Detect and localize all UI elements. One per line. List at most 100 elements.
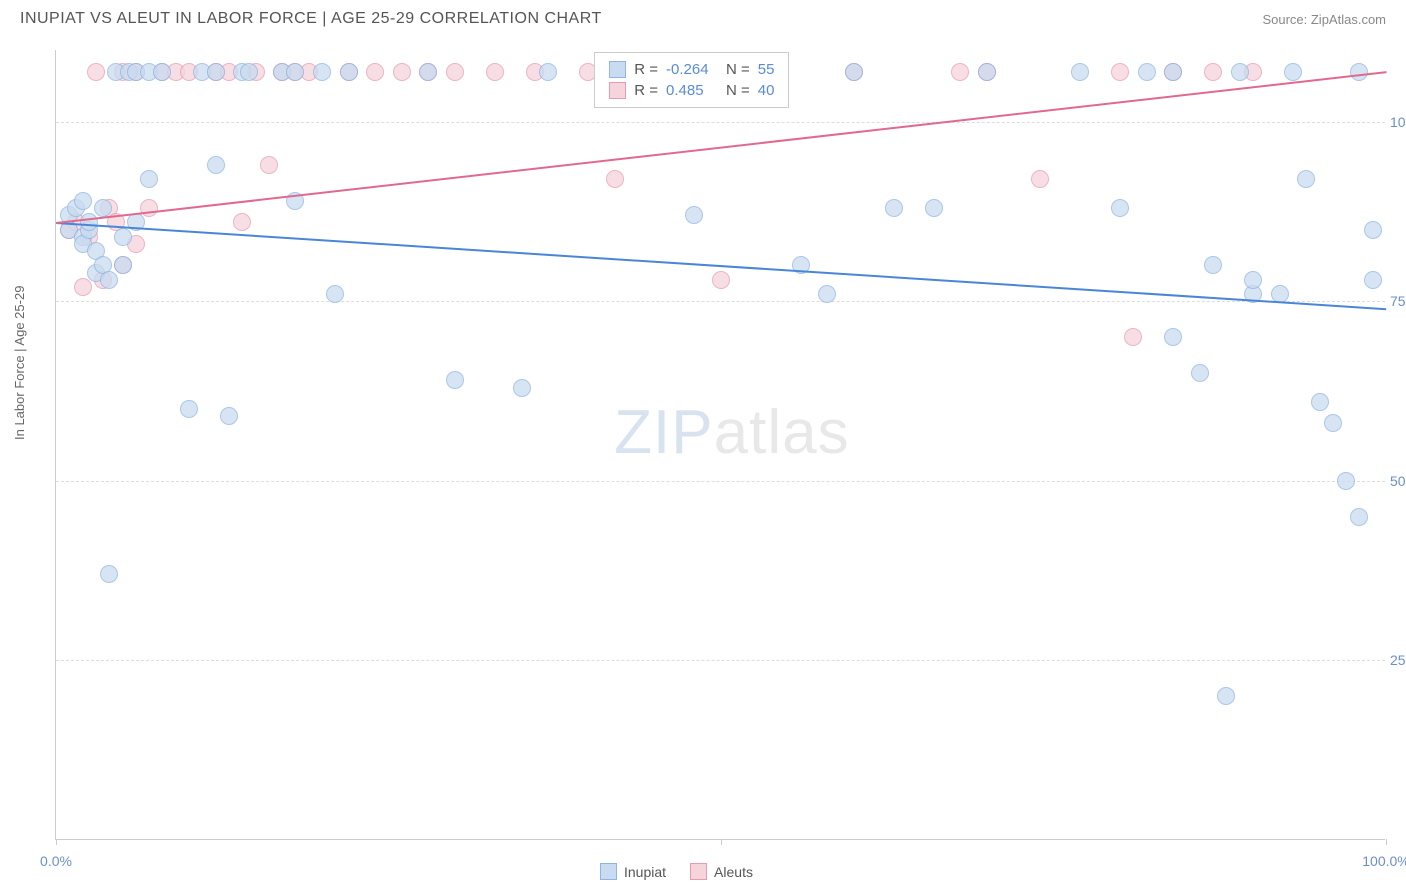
- scatter-point: [1297, 170, 1315, 188]
- scatter-point: [845, 63, 863, 81]
- scatter-point: [1324, 414, 1342, 432]
- x-tick-mark: [56, 839, 57, 845]
- y-axis-label: In Labor Force | Age 25-29: [12, 286, 27, 440]
- stats-row: R = -0.264 N = 55: [609, 59, 774, 80]
- source-attribution: Source: ZipAtlas.com: [1262, 12, 1386, 27]
- scatter-point: [74, 192, 92, 210]
- scatter-point: [1164, 328, 1182, 346]
- scatter-point: [1071, 63, 1089, 81]
- n-label: N =: [726, 82, 750, 99]
- trend-line: [56, 222, 1386, 310]
- scatter-point: [606, 170, 624, 188]
- scatter-point: [1204, 256, 1222, 274]
- n-value: 40: [758, 82, 775, 99]
- y-tick-label: 100.0%: [1390, 114, 1406, 130]
- legend-item: Inupiat: [600, 863, 666, 880]
- x-tick-mark: [1386, 839, 1387, 845]
- correlation-stats-box: R = -0.264 N = 55 R = 0.485 N = 40: [594, 52, 789, 108]
- scatter-point: [80, 213, 98, 231]
- gridline: [56, 481, 1385, 482]
- n-value: 55: [758, 61, 775, 78]
- scatter-point: [207, 63, 225, 81]
- scatter-point: [87, 63, 105, 81]
- scatter-point: [94, 199, 112, 217]
- scatter-point: [1217, 687, 1235, 705]
- watermark-zip: ZIP: [614, 398, 713, 467]
- legend-swatch: [600, 863, 617, 880]
- x-tick-label: 0.0%: [40, 853, 72, 869]
- series-swatch: [609, 82, 626, 99]
- x-tick-label: 100.0%: [1362, 853, 1406, 869]
- scatter-point: [513, 379, 531, 397]
- scatter-point: [74, 278, 92, 296]
- scatter-point: [233, 213, 251, 231]
- r-value: -0.264: [666, 61, 718, 78]
- scatter-point: [220, 407, 238, 425]
- chart-title: INUPIAT VS ALEUT IN LABOR FORCE | AGE 25…: [20, 10, 602, 28]
- scatter-point: [100, 565, 118, 583]
- scatter-point: [260, 156, 278, 174]
- scatter-point: [446, 371, 464, 389]
- legend-item: Aleuts: [690, 863, 753, 880]
- y-tick-label: 25.0%: [1390, 652, 1406, 668]
- scatter-point: [1337, 472, 1355, 490]
- scatter-point: [1284, 63, 1302, 81]
- n-label: N =: [726, 61, 750, 78]
- scatter-point: [539, 63, 557, 81]
- scatter-point: [366, 63, 384, 81]
- scatter-point: [114, 256, 132, 274]
- scatter-point: [1311, 393, 1329, 411]
- scatter-chart: ZIPatlas 25.0%50.0%75.0%100.0%0.0%100.0%…: [55, 50, 1385, 840]
- scatter-point: [313, 63, 331, 81]
- scatter-point: [1204, 63, 1222, 81]
- scatter-point: [1124, 328, 1142, 346]
- scatter-point: [393, 63, 411, 81]
- legend-swatch: [690, 863, 707, 880]
- scatter-point: [1138, 63, 1156, 81]
- scatter-point: [1231, 63, 1249, 81]
- scatter-point: [1350, 508, 1368, 526]
- gridline: [56, 660, 1385, 661]
- scatter-point: [818, 285, 836, 303]
- scatter-point: [286, 63, 304, 81]
- scatter-point: [951, 63, 969, 81]
- watermark: ZIPatlas: [614, 397, 849, 468]
- scatter-point: [1111, 199, 1129, 217]
- chart-legend: Inupiat Aleuts: [600, 863, 753, 880]
- chart-header: INUPIAT VS ALEUT IN LABOR FORCE | AGE 25…: [0, 0, 1406, 36]
- r-label: R =: [634, 61, 658, 78]
- scatter-point: [1111, 63, 1129, 81]
- scatter-point: [140, 170, 158, 188]
- gridline: [56, 301, 1385, 302]
- scatter-point: [978, 63, 996, 81]
- x-tick-mark: [721, 839, 722, 845]
- legend-label: Aleuts: [714, 864, 753, 880]
- scatter-point: [1164, 63, 1182, 81]
- scatter-point: [446, 63, 464, 81]
- scatter-point: [326, 285, 344, 303]
- legend-label: Inupiat: [624, 864, 666, 880]
- scatter-point: [486, 63, 504, 81]
- scatter-point: [1244, 271, 1262, 289]
- r-value: 0.485: [666, 82, 718, 99]
- scatter-point: [100, 271, 118, 289]
- series-swatch: [609, 61, 626, 78]
- scatter-point: [712, 271, 730, 289]
- r-label: R =: [634, 82, 658, 99]
- scatter-point: [207, 156, 225, 174]
- scatter-point: [180, 400, 198, 418]
- scatter-point: [685, 206, 703, 224]
- scatter-point: [114, 228, 132, 246]
- watermark-atlas: atlas: [714, 398, 850, 467]
- scatter-point: [1031, 170, 1049, 188]
- scatter-point: [925, 199, 943, 217]
- stats-row: R = 0.485 N = 40: [609, 80, 774, 101]
- scatter-point: [419, 63, 437, 81]
- scatter-point: [153, 63, 171, 81]
- scatter-point: [1364, 221, 1382, 239]
- gridline: [56, 122, 1385, 123]
- y-tick-label: 50.0%: [1390, 473, 1406, 489]
- scatter-point: [1191, 364, 1209, 382]
- scatter-point: [885, 199, 903, 217]
- scatter-point: [140, 199, 158, 217]
